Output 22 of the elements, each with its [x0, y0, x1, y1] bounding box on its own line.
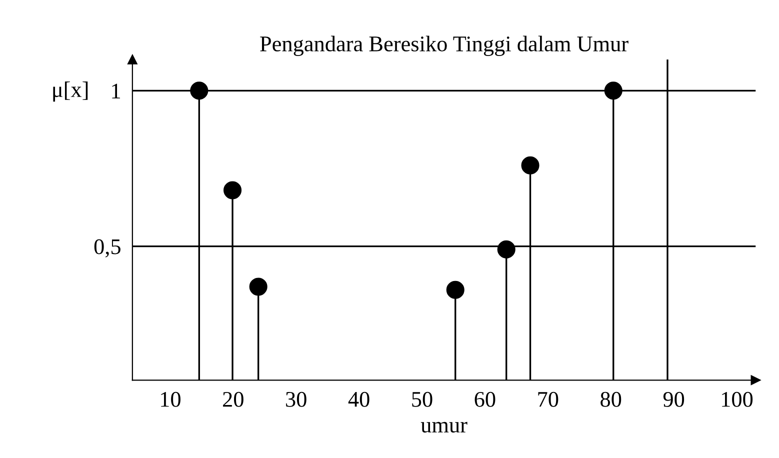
point [604, 82, 622, 100]
x-tick-label: 20 [223, 392, 244, 407]
y-tick-label: 0,5 [94, 239, 120, 258]
point [521, 156, 540, 174]
x-tick-label: 10 [161, 392, 180, 407]
x-tick-label: 40 [348, 392, 370, 407]
x-tick-label: 90 [663, 392, 684, 407]
y-axis-title: μ[x] [53, 82, 88, 102]
point [249, 278, 268, 296]
x-tick-label: 100 [722, 392, 753, 407]
point [223, 181, 242, 200]
point [497, 240, 516, 258]
point [190, 82, 208, 100]
point [446, 280, 464, 299]
x-tick-label: 70 [538, 392, 558, 407]
y-tick-label: 1 [112, 84, 120, 98]
x-axis-title: umur [420, 422, 468, 433]
chart-title: Pengandara Beresiko Tinggi dalam Umur [260, 36, 628, 56]
x-tick-label: 60 [474, 392, 496, 407]
x-tick-label: 80 [600, 392, 622, 407]
x-tick-label: 30 [286, 392, 306, 407]
x-tick-label: 50 [412, 392, 432, 407]
